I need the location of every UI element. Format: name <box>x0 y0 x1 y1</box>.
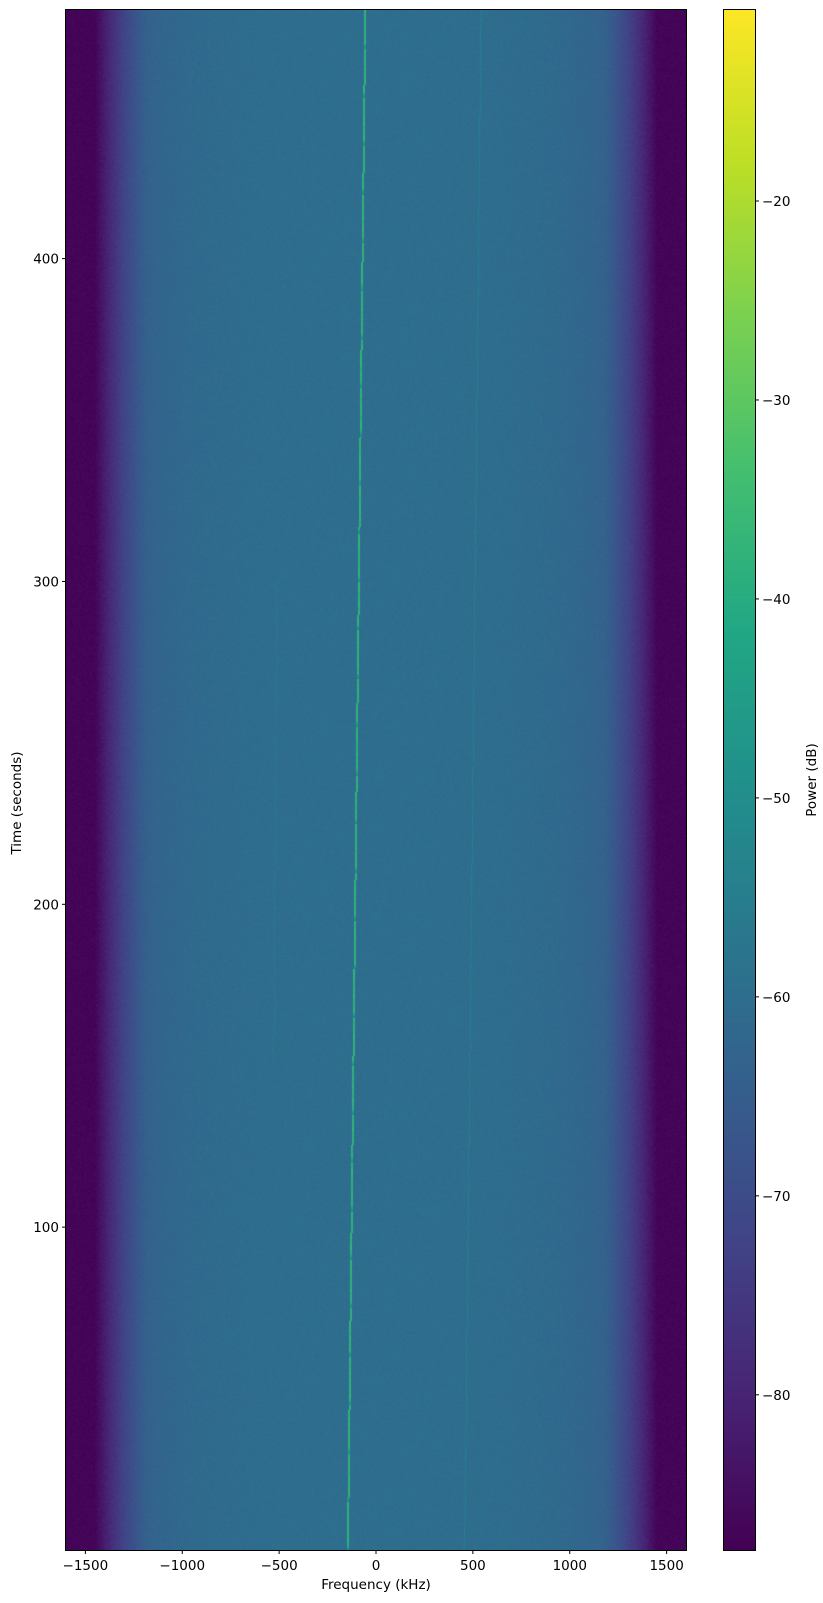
x-tick-label: 0 <box>372 1558 381 1574</box>
x-tick-label: −1500 <box>63 1558 109 1574</box>
y-tick-label: 400 <box>33 252 59 268</box>
colorbar-tick-label: −50 <box>762 791 791 807</box>
colorbar-label: Power (dB) <box>804 743 820 816</box>
x-tick-label: 1000 <box>553 1558 587 1574</box>
x-axis-label: Frequency (kHz) <box>321 1577 431 1593</box>
axes-ticks: −1500 −1000 −500 0 500 1000 1500 100 200 300 400 −8… <box>0 0 823 1603</box>
y-axis-label: Time (seconds) <box>9 751 25 854</box>
colorbar-tick-label: −40 <box>762 592 791 608</box>
colorbar-tick-label: −20 <box>762 194 791 210</box>
x-tick-label: −500 <box>261 1558 298 1574</box>
x-tick-label: 500 <box>460 1558 486 1574</box>
x-tick-label: −1000 <box>159 1558 205 1574</box>
x-tick-label: 1500 <box>649 1558 683 1574</box>
colorbar-tick-label: −70 <box>762 1189 791 1205</box>
colorbar-tick-label: −80 <box>762 1388 791 1404</box>
y-tick-label: 100 <box>33 1220 59 1236</box>
y-tick-label: 200 <box>33 897 59 913</box>
colorbar-tick-label: −60 <box>762 990 791 1006</box>
colorbar-tick-label: −30 <box>762 393 791 409</box>
y-tick-label: 300 <box>33 574 59 590</box>
